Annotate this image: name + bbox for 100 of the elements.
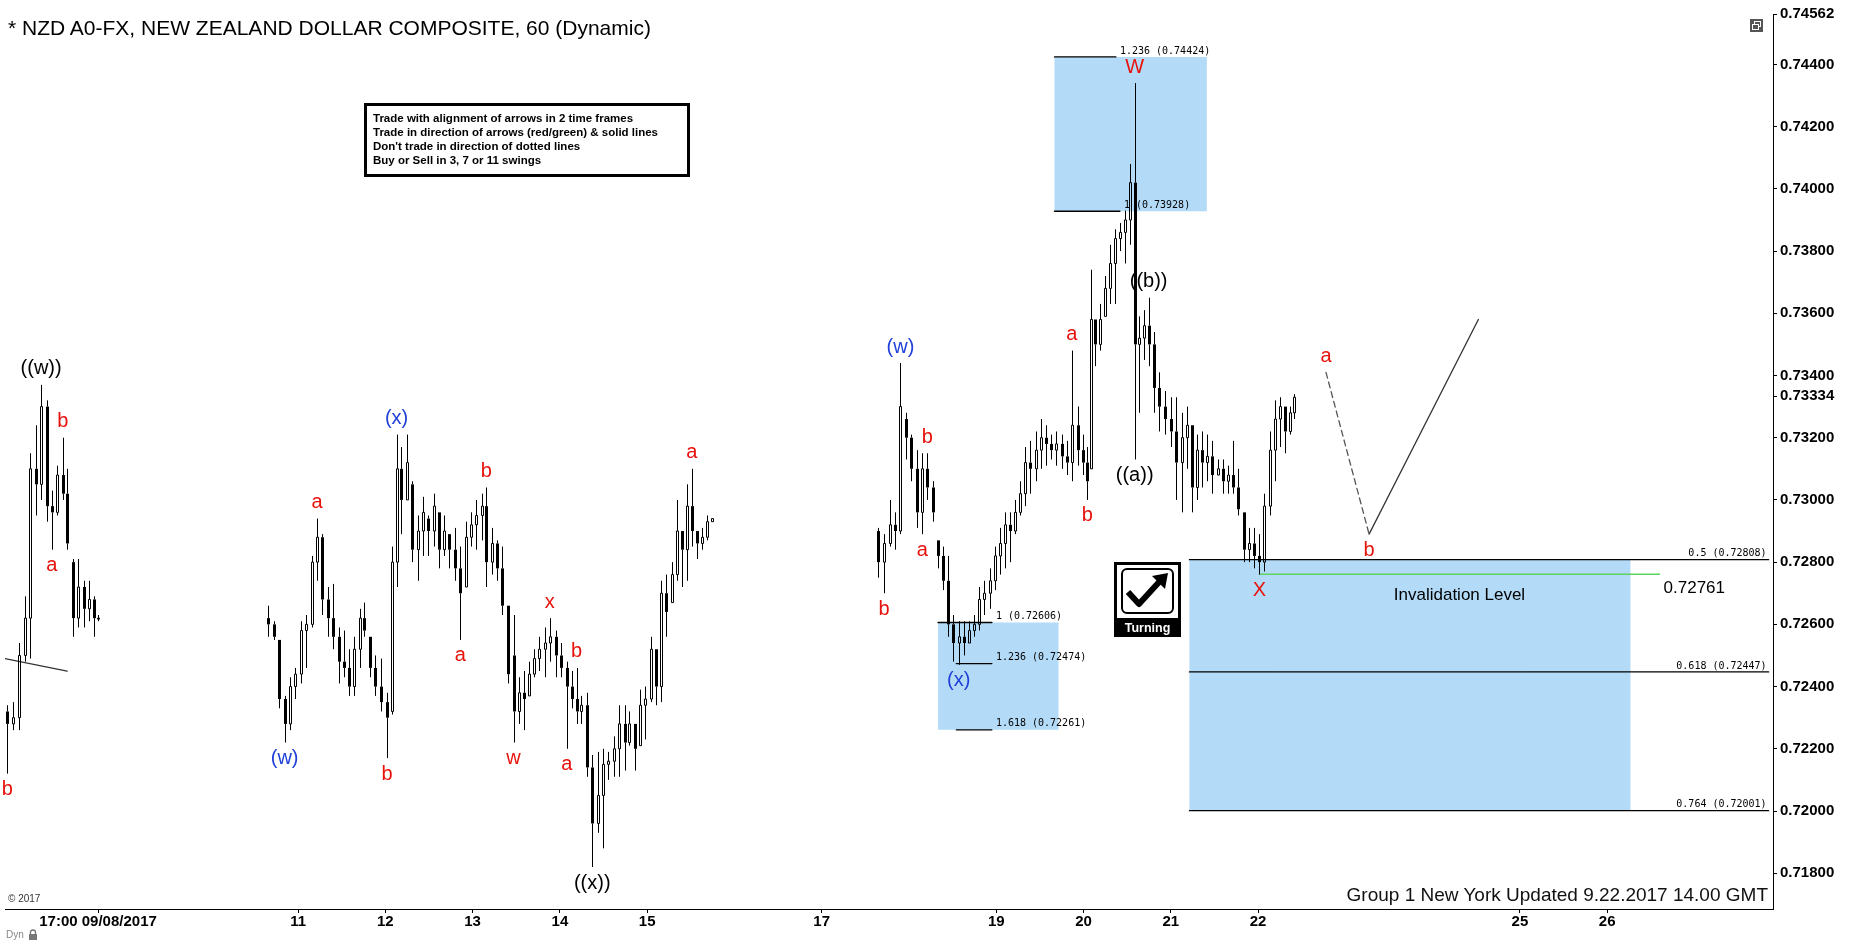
- x-tick-label: 20: [1075, 912, 1092, 930]
- annotation: b: [1, 777, 13, 800]
- y-tick-label: 0.72200: [1780, 738, 1835, 756]
- candlestick: [40, 384, 43, 501]
- candlestick: [894, 511, 897, 551]
- candlestick: [660, 580, 663, 703]
- candlestick: [1237, 468, 1240, 516]
- candlestick: [316, 518, 319, 582]
- candlestick: [607, 751, 610, 781]
- annotation: a: [46, 553, 59, 576]
- y-tick-label: 0.74000: [1780, 178, 1835, 196]
- candlestick: [35, 424, 38, 516]
- candlestick: [602, 748, 605, 849]
- candlestick: [267, 605, 270, 638]
- candlestick: [491, 527, 494, 576]
- candlestick: [994, 546, 997, 591]
- candlestick: [586, 692, 589, 778]
- candlestick: [1077, 406, 1080, 467]
- candlestick: [18, 642, 21, 731]
- annotation: b: [921, 424, 933, 447]
- candlestick: [1109, 244, 1112, 305]
- annotation: (w): [270, 746, 299, 769]
- y-tick-label: 0.73200: [1780, 427, 1835, 445]
- annotation: b: [1363, 537, 1375, 560]
- candlestick: [396, 434, 399, 588]
- x-tick-label: 21: [1162, 912, 1180, 930]
- candlestick: [417, 514, 420, 582]
- candlestick: [1222, 458, 1225, 495]
- candlestick: [533, 648, 536, 678]
- y-tick-label: 0.74400: [1780, 54, 1835, 72]
- candlestick: [671, 561, 674, 604]
- data-label: 1.236 (0.72474): [995, 651, 1087, 663]
- candlestick: [1099, 303, 1102, 352]
- annotation: (x): [384, 406, 409, 429]
- candlestick: [1232, 440, 1235, 495]
- candlestick: [46, 399, 49, 523]
- candlestick: [1186, 406, 1189, 470]
- candlestick: [51, 490, 54, 551]
- data-label: 0.764 (0.72001): [1676, 798, 1767, 810]
- y-tick-label: 0.73800: [1780, 241, 1835, 259]
- candlestick: [681, 531, 684, 588]
- x-tick-label: 14: [551, 912, 569, 930]
- candlestick: [359, 608, 362, 669]
- data-label: 1.618 (0.72261): [995, 717, 1087, 729]
- candlestick: [518, 676, 521, 725]
- candlestick: [343, 630, 346, 678]
- annotation: b: [57, 409, 69, 432]
- annotation: ((x)): [573, 870, 611, 893]
- candlestick: [1269, 430, 1272, 516]
- candlestick: [62, 437, 65, 501]
- candlestick: [889, 499, 892, 548]
- candlestick: [1181, 412, 1184, 513]
- annotation: Trade with alignment of arrows in 2 time frames Trade in direction of arrows (red/green) & solid lines Don't trade in direction of dotted lines Buy or Sell in 3, 7 or 11 swings: [373, 111, 659, 167]
- candlestick: [580, 695, 583, 725]
- candlestick: [942, 546, 945, 591]
- candlestick: [300, 620, 303, 684]
- annotation: X: [1252, 578, 1267, 601]
- y-tick-label: 0.74562: [1780, 4, 1835, 22]
- annotation: © 2017: [8, 893, 41, 904]
- candlestick: [284, 695, 287, 744]
- x-tick-label: 25: [1511, 912, 1529, 930]
- candlestick: [443, 514, 446, 557]
- y-tick-label: 0.73600: [1780, 303, 1835, 321]
- candlestick: [905, 412, 908, 460]
- candlestick: [899, 362, 902, 535]
- candlestick: [566, 661, 569, 750]
- candlestick: [422, 496, 425, 557]
- candlestick: [427, 514, 430, 557]
- candlestick: [932, 480, 935, 523]
- annotation: (x): [946, 668, 971, 691]
- candlestick: [332, 583, 335, 650]
- data-label: 0.5 (0.72808): [1688, 547, 1767, 559]
- candlestick: [528, 661, 531, 697]
- candlestick: [549, 617, 552, 663]
- candlestick: [1055, 430, 1058, 467]
- y-tick-label: 0.71800: [1780, 863, 1835, 881]
- annotation: a: [1066, 322, 1079, 345]
- y-tick-label: 0.73000: [1780, 490, 1835, 508]
- candlestick: [926, 452, 929, 501]
- data-label: 0.72761: [1663, 578, 1725, 598]
- candlestick: [1104, 275, 1107, 317]
- candlestick: [1129, 163, 1132, 246]
- annotation: a: [561, 752, 574, 775]
- candlestick: [29, 452, 32, 660]
- candlestick: [597, 751, 600, 834]
- candlestick: [613, 735, 616, 778]
- candlestick: [1211, 440, 1214, 495]
- x-tick-label: 11: [290, 912, 306, 930]
- candlestick: [883, 533, 886, 594]
- candlestick: [72, 558, 75, 638]
- x-tick-label: 22: [1249, 912, 1267, 930]
- candlestick: [1227, 465, 1230, 495]
- candlestick: [639, 689, 642, 747]
- x-tick-label: 13: [464, 912, 481, 930]
- candlestick: [560, 642, 563, 678]
- candlestick: [628, 710, 631, 747]
- series-label: Invalidation Level: [1393, 585, 1526, 605]
- candlestick: [485, 486, 488, 588]
- x-tick-label: 17:00 09/08/2017: [39, 912, 157, 930]
- candlestick: [6, 704, 9, 775]
